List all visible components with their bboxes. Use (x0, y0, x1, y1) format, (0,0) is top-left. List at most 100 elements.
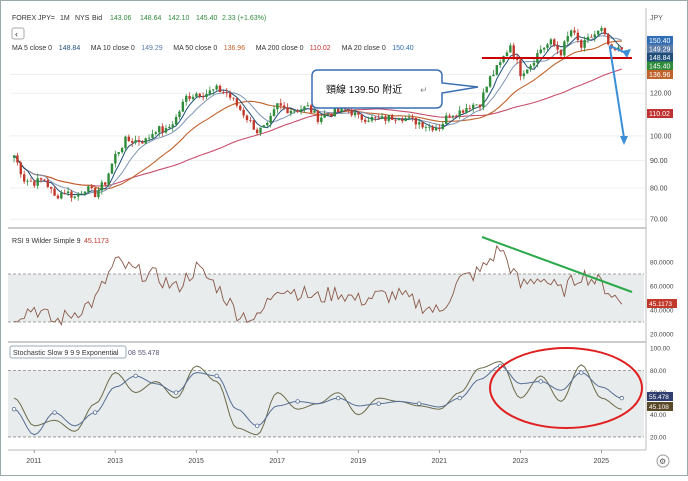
candle-body-26 (100, 182, 104, 191)
stoch-marker-60 (214, 373, 219, 379)
candle-body-83 (293, 110, 296, 112)
candle-body-70 (249, 120, 252, 121)
candle-body-48 (174, 117, 178, 125)
candle-body-150 (519, 59, 522, 77)
settings-button[interactable]: ⚙ (656, 454, 670, 468)
candle-body-107 (374, 116, 377, 118)
candle-body-16 (66, 191, 70, 194)
price-axis: 70.0080.0090.00100.00120.00130.00150.401… (647, 35, 673, 224)
candle-body-154 (532, 62, 536, 66)
candle-body-6 (33, 181, 36, 186)
header-symbol: FOREX JPY= (12, 15, 55, 22)
candle-body-129 (448, 115, 451, 117)
candle-body-53 (191, 96, 195, 99)
ma-legend-label-2: MA 50 close 0 (173, 45, 217, 52)
rsi-trendline (481, 236, 633, 293)
stochastic-lines (8, 360, 644, 438)
price-tag-bg-2 (647, 52, 673, 62)
time-axis: 2011 2013 2015 2017 2019 2021 2023 2025 (26, 450, 609, 465)
candle-body-25 (97, 190, 100, 198)
candle-body-105 (367, 120, 370, 122)
candle-body-147 (509, 45, 512, 53)
candle-body-84 (296, 110, 299, 112)
candle-body-43 (158, 126, 161, 133)
candle-body-60 (215, 85, 218, 90)
candle-body-148 (512, 45, 515, 57)
time-label-3: 2017 (269, 458, 285, 465)
stoch-marker-48 (173, 390, 179, 395)
candle-body-10 (46, 180, 50, 187)
rsi-tag: 45.1173 (649, 301, 672, 308)
candle-body-136 (472, 104, 475, 109)
candle-body-93 (326, 114, 330, 115)
candle-body-121 (421, 122, 424, 128)
candle-body-123 (428, 126, 431, 128)
rsi-tick-3: 20.0000 (650, 332, 674, 339)
down-arrow-line (608, 45, 625, 139)
stoch-marker-168 (579, 370, 584, 375)
stoch-tag-bg-0 (647, 392, 673, 401)
candle-body-5 (29, 180, 33, 182)
candle-body-49 (178, 111, 181, 118)
ma-legend-label-3: MA 200 close 0 (256, 45, 304, 52)
back-icon: ‹ (15, 29, 18, 39)
back-button[interactable]: ‹ (11, 27, 25, 40)
candle-body-58 (208, 90, 212, 94)
price-tag-bg-3 (647, 61, 673, 71)
candle-body-0 (12, 155, 16, 158)
candlesticks (12, 26, 623, 202)
stoch-tag-0: 55.478 (649, 394, 669, 401)
stoch-marker-24 (92, 410, 98, 415)
stoch-marker-84 (295, 399, 300, 404)
candle-body-112 (390, 115, 394, 120)
svg-text:···: ··· (112, 350, 119, 357)
header-interval: 1M (60, 15, 70, 22)
header-currency: JPY (650, 15, 663, 22)
rsi-tick-0: 80.0000 (650, 260, 674, 267)
candle-body-31 (117, 152, 120, 154)
candle-body-167 (576, 32, 580, 41)
candle-body-165 (569, 30, 573, 37)
candle-body-81 (286, 107, 289, 114)
ma-legend-label-4: MA 20 close 0 (342, 45, 386, 52)
price-tick-0: 70.00 (650, 217, 668, 224)
candle-body-1 (16, 155, 19, 163)
candle-body-41 (151, 133, 154, 138)
rsi-value: 45.1173 (84, 238, 109, 245)
candle-body-51 (185, 95, 188, 102)
candle-body-88 (309, 105, 313, 113)
candle-body-18 (73, 196, 77, 198)
candle-body-91 (320, 117, 323, 122)
header-open: 143.06 (110, 15, 132, 22)
rsi-line (14, 244, 623, 326)
candle-body-40 (147, 137, 151, 139)
candle-body-163 (563, 41, 566, 56)
ma-legend-value-3: 110.02 (310, 45, 331, 52)
header-price-type: Bid (92, 15, 102, 22)
stochastic-label-box[interactable]: Stochastic Slow 9 9 9 Exponential ··· (9, 345, 127, 359)
candle-body-160 (553, 39, 556, 46)
candle-body-110 (384, 116, 387, 121)
price-tag-1: 149.29 (649, 46, 671, 53)
candle-body-17 (70, 191, 73, 198)
rsi-label: RSI 9 Wilder Simple 9 (12, 238, 81, 245)
candle-body-126 (438, 127, 441, 129)
candle-body-87 (306, 105, 309, 107)
candle-body-13 (56, 195, 60, 199)
candle-body-100 (350, 109, 353, 116)
stoch-marker-12 (52, 410, 57, 415)
price-tag-bg-5 (647, 109, 673, 119)
candle-body-104 (363, 119, 367, 122)
candle-body-27 (104, 182, 107, 185)
candle-body-44 (161, 126, 164, 133)
candle-body-67 (239, 105, 242, 110)
price-tick-3: 100.00 (650, 133, 672, 140)
candle-body-22 (87, 186, 90, 192)
candle-body-95 (333, 108, 336, 117)
candle-body-119 (414, 117, 418, 125)
stoch-tick-3: 40.00 (650, 412, 667, 419)
candle-body-135 (468, 108, 472, 109)
price-tick-1: 80.00 (650, 186, 668, 193)
